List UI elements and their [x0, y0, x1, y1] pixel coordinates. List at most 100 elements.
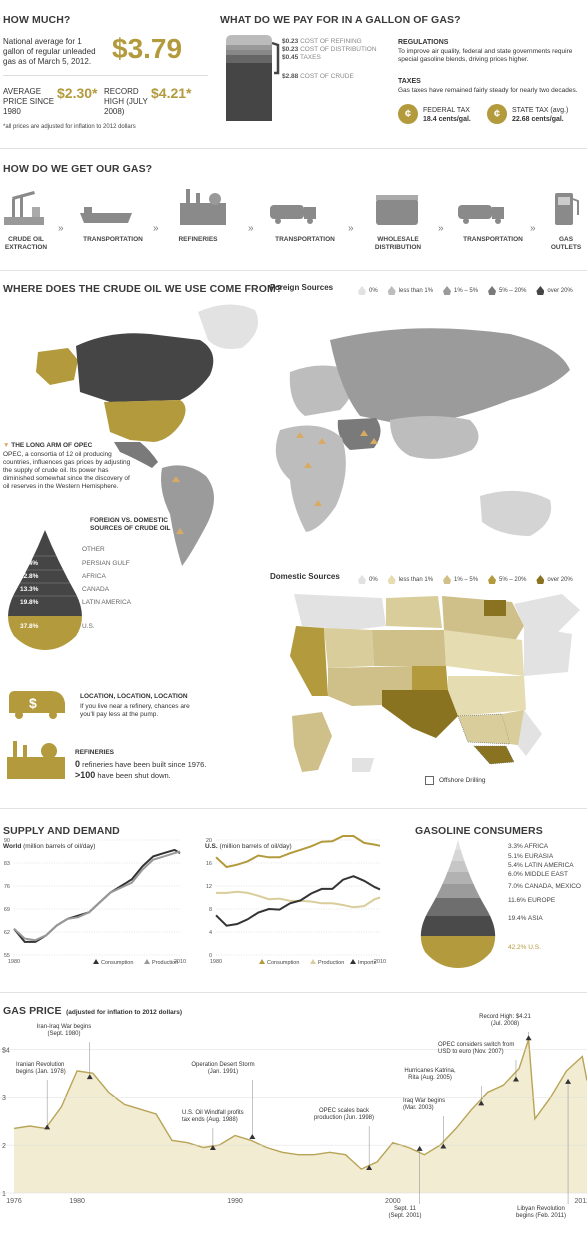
legend-marker: [350, 959, 356, 964]
y-tick-label: 0: [209, 953, 212, 959]
national-average-text: National average for 1 gallon of regular…: [3, 37, 96, 66]
source-row: 11.4% PERSIAN GULF: [20, 560, 130, 567]
legend-item: over 20%: [536, 286, 573, 295]
consumer-row: 19.4% ASIA: [508, 915, 543, 922]
gallon-title: WHAT DO WE PAY FOR IN A GALLON OF GAS?: [220, 14, 461, 26]
event-marker: [209, 1144, 216, 1150]
refineries-title: REFINERIES: [75, 749, 115, 756]
event-label: U.S. Oil Windfall profits: [182, 1110, 244, 1116]
foreign-vs-domestic-title: FOREIGN VS. DOMESTIC SOURCES OF CRUDE OI…: [90, 517, 171, 532]
domestic-sources-title: Domestic Sources: [270, 572, 340, 581]
legend-item: less than 1%: [387, 575, 433, 584]
y-tick-label: 83: [4, 861, 10, 867]
event-label: begins (Jan. 1978): [16, 1069, 66, 1075]
section-divider: [0, 148, 587, 149]
event-label: OPEC considers switch from: [438, 1042, 514, 1048]
supply-step-label: REFINERIES: [178, 236, 218, 243]
y-tick-label: 1: [2, 1191, 6, 1198]
federal-tax-cent-icon: ¢: [398, 104, 418, 124]
source-row: 37.8% U.S.: [20, 623, 95, 630]
opec-markers: [172, 430, 378, 534]
x-tick-label: 1980: [8, 959, 20, 965]
supply-demand-title: SUPPLY AND DEMAND: [3, 825, 120, 837]
event-label: Iranian Revolution: [16, 1062, 64, 1068]
distribution-cost-item: $0.23 COST OF DISTRIBUTION: [282, 46, 377, 53]
supply-step-label: TRANSPORTATION: [275, 236, 335, 243]
event-label: USD to euro (Nov. 2007): [438, 1049, 504, 1055]
x-tick-label: 2010: [374, 959, 386, 965]
event-label: Iraq War begins: [403, 1098, 445, 1104]
supply-step-label: TRANSPORTATION: [463, 236, 523, 243]
gasoline-consumers-title: GASOLINE CONSUMERS: [415, 825, 543, 837]
how-get-title: HOW DO WE GET OUR GAS?: [3, 163, 153, 175]
offshore-drilling-label: Offshore Drilling: [439, 777, 486, 784]
y-tick-label: 4: [209, 930, 212, 936]
tanker-truck-icon: [270, 205, 316, 224]
federal-tax: FEDERAL TAX 18.4 cents/gal.: [423, 107, 471, 123]
legend-marker: [93, 959, 99, 964]
event-marker: [478, 1100, 485, 1106]
legend-label: Consumption: [101, 960, 133, 966]
y-tick-label: 3: [2, 1095, 6, 1102]
series-line: [215, 835, 381, 869]
y-tick-label: 16: [206, 861, 212, 867]
adjusted-footnote: *all prices are adjusted for inflation t…: [3, 124, 136, 130]
world-map: [36, 304, 570, 566]
consumer-row: 7.0% CANADA, MEXICO: [508, 883, 581, 890]
crude-cost-item: $2.88 COST OF CRUDE: [282, 73, 354, 80]
source-row: 13.3% CANADA: [20, 586, 110, 593]
event-label: (Jul. 2008): [491, 1021, 519, 1027]
event-marker: [249, 1133, 256, 1139]
foreign-legend: 0% less than 1% 1% – 5% 5% – 20% over 20%: [358, 282, 583, 300]
location-title: LOCATION, LOCATION, LOCATION: [80, 693, 188, 700]
refineries-stats: 0 refineries have been built since 1976.…: [75, 759, 207, 780]
refining-cost-item: $0.23 COST OF REFINING: [282, 38, 362, 45]
x-tick-label: 2000: [385, 1198, 401, 1205]
us-chart-title: U.S. (million barrels of oil/day): [205, 843, 292, 850]
refinery-gold-icon: [7, 741, 65, 779]
oil-derrick-icon: [4, 191, 44, 225]
consumer-row: 5.1% EURASIA: [508, 853, 554, 860]
gas-price-title: GAS PRICE (adjusted for inflation to 201…: [3, 1005, 183, 1017]
y-tick-label: 76: [4, 884, 10, 890]
source-row: 4.9% OTHER: [20, 546, 105, 553]
event-marker: [86, 1074, 93, 1080]
legend-marker: [310, 959, 316, 964]
legend-item: 5% – 20%: [488, 575, 526, 584]
supply-step-label: CRUDE OIL EXTRACTION: [4, 236, 48, 251]
event-label: (Sept. 2001): [388, 1213, 421, 1219]
location-text: If you live near a refinery, chances are…: [80, 703, 190, 718]
taxes-text: Gas taxes have remained fairly steady fo…: [398, 87, 578, 94]
consumer-row: 5.4% LATIN AMERICA: [508, 862, 574, 869]
x-tick-label: 2010: [174, 959, 186, 965]
event-marker: [44, 1124, 51, 1130]
y-tick-label: 69: [4, 907, 10, 913]
event-label: Sept. 11: [394, 1206, 417, 1212]
supply-step-label: GAS OUTLETS: [550, 236, 582, 251]
legend-label: Production: [318, 960, 344, 966]
svg-text:$: $: [29, 695, 37, 711]
x-tick-label: 1980: [210, 959, 222, 965]
event-label: OPEC scales back: [319, 1108, 370, 1114]
x-tick-label: 1976: [6, 1198, 22, 1205]
x-tick-label: 1980: [69, 1198, 85, 1205]
legend-label: Consumption: [267, 960, 299, 966]
event-marker: [440, 1143, 447, 1149]
y-tick-label: 55: [4, 953, 10, 959]
supply-chain-icons: [4, 189, 579, 225]
legend-item: 0%: [358, 575, 378, 584]
foreign-sources-title: Foreign Sources: [270, 283, 334, 292]
divider: [3, 75, 208, 76]
price-area: [14, 1039, 587, 1193]
average-price-value: $2.30*: [57, 85, 98, 101]
opec-title: ▼ THE LONG ARM OF OPEC: [3, 442, 93, 449]
gas-pump-icon: [226, 35, 280, 121]
crude-oil-drop-chart: [8, 530, 82, 650]
y-tick-label: 90: [4, 838, 10, 844]
gas-price-chart: 1 2 3 $4 1976 1980 1990 2000 2012 Iran-Iraq War b…: [0, 1014, 587, 1219]
event-label: Operation Desert Storm: [191, 1062, 254, 1068]
event-label: tax ends (Aug. 1988): [182, 1117, 238, 1123]
fuel-truck-icon: $: [9, 691, 65, 719]
series-line: [216, 890, 381, 909]
chevron-right-icon: »: [248, 223, 254, 234]
